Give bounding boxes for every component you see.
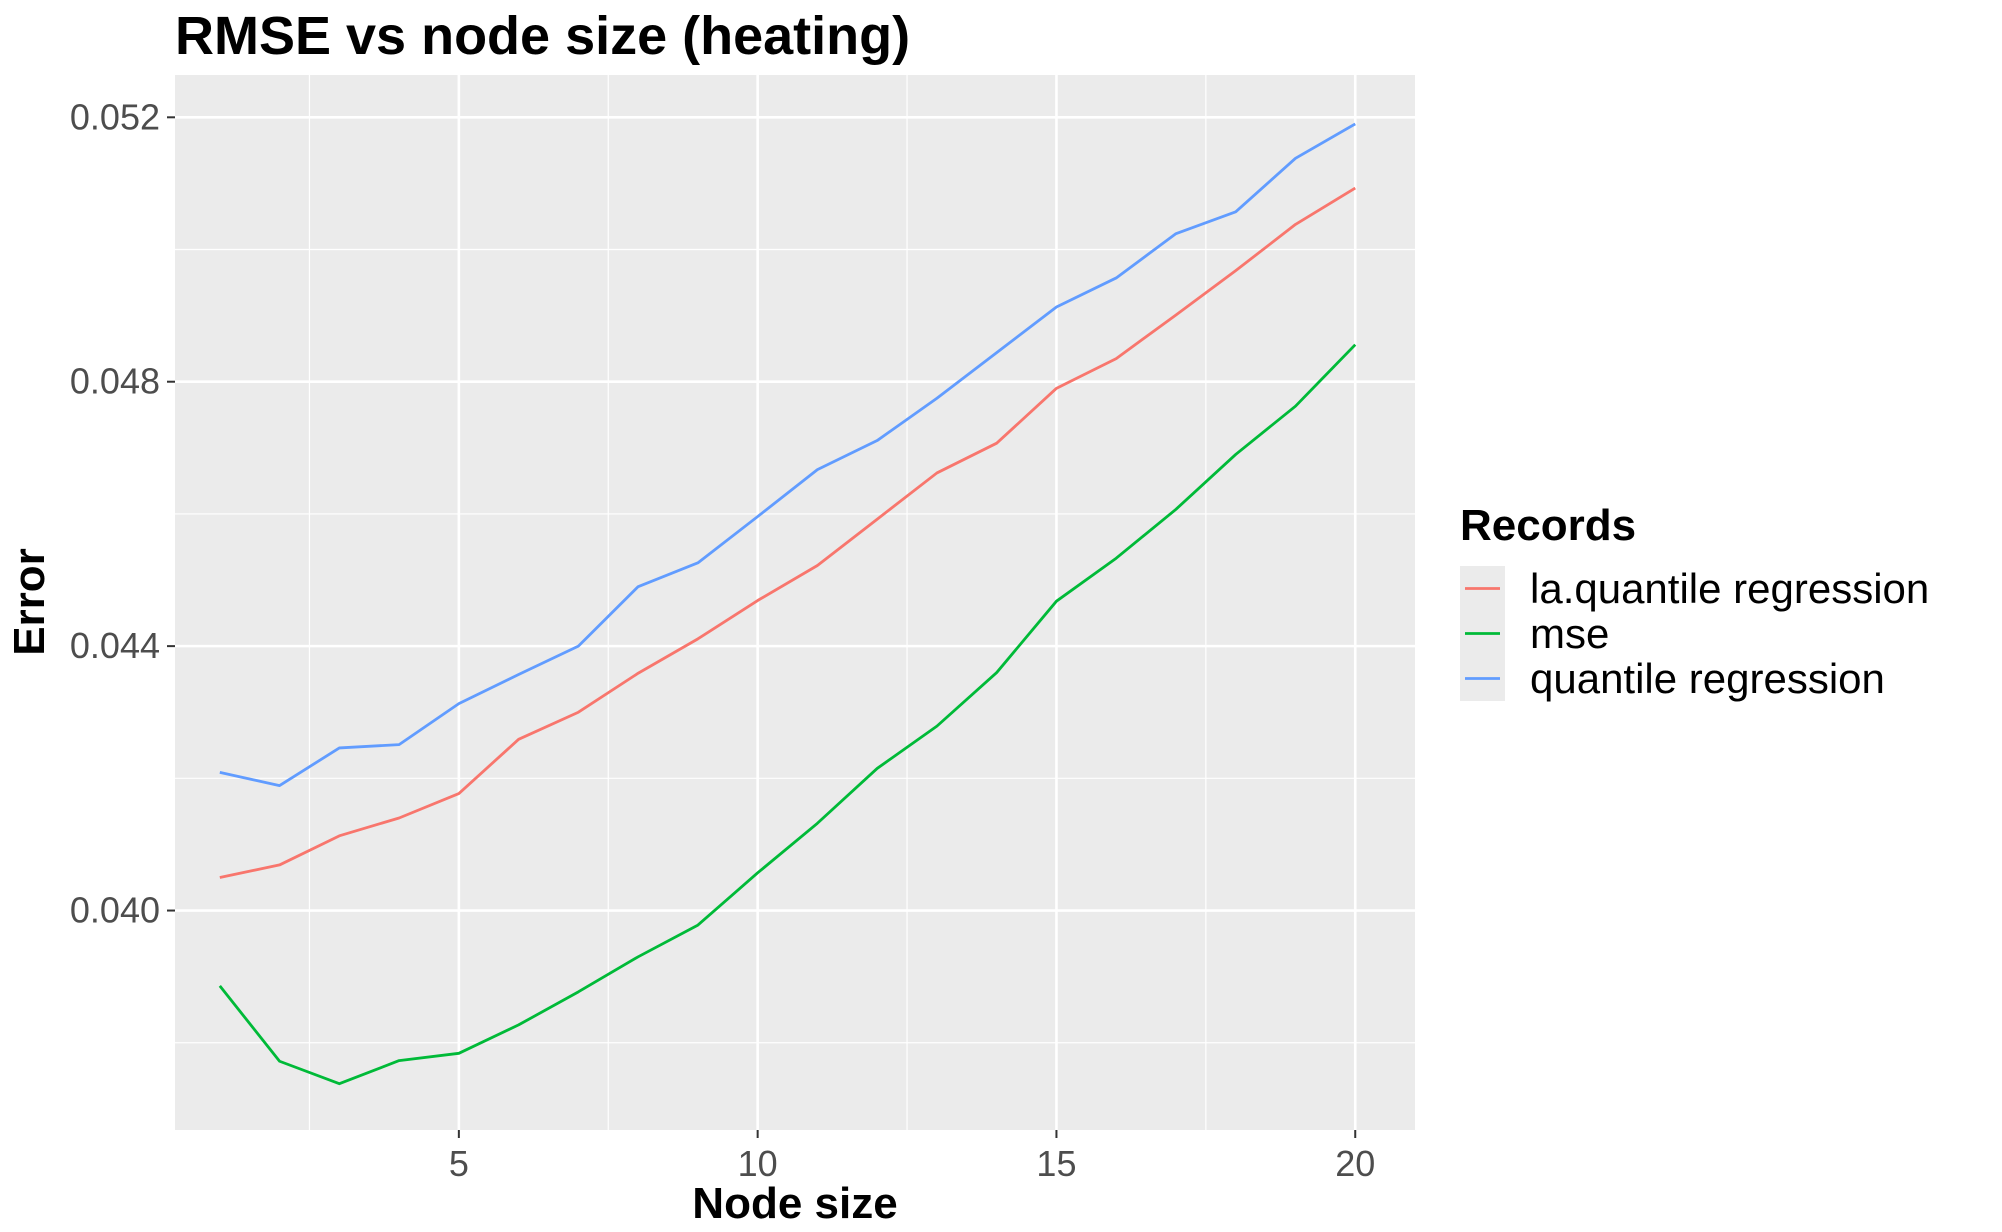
legend: Records la.quantile regressionmsequantil… [1460,501,1929,702]
legend-item: la.quantile regression [1460,565,1929,612]
gridlines [175,75,1415,1130]
chart-title: RMSE vs node size (heating) [175,6,910,66]
series-line-mse [218,343,1357,1086]
x-axis-title: Node size [692,1179,897,1228]
x-axis: 5 10 15 20 [449,1130,1375,1184]
legend-item: mse [1460,610,1609,657]
y-tick-label: 0.052 [70,96,160,137]
plot-panel [175,75,1415,1130]
y-tick-label: 0.048 [70,361,160,402]
x-tick-label: 10 [738,1143,778,1184]
series-line-la-quantile-regression [219,186,1356,879]
y-tick-label: 0.044 [70,625,160,666]
y-axis: 0.040 0.044 0.048 0.052 [70,96,175,931]
legend-label: la.quantile regression [1530,565,1929,612]
legend-title: Records [1460,501,1636,550]
y-tick-label: 0.040 [70,890,160,931]
x-tick-label: 15 [1036,1143,1076,1184]
legend-label: quantile regression [1530,655,1885,702]
legend-item: quantile regression [1460,655,1885,702]
x-tick-label: 5 [449,1143,469,1184]
y-axis-title: Error [5,548,54,656]
series-lines [218,122,1357,1086]
x-tick-label: 20 [1335,1143,1375,1184]
series-line-quantile-regression [219,122,1356,787]
legend-label: mse [1530,610,1609,657]
